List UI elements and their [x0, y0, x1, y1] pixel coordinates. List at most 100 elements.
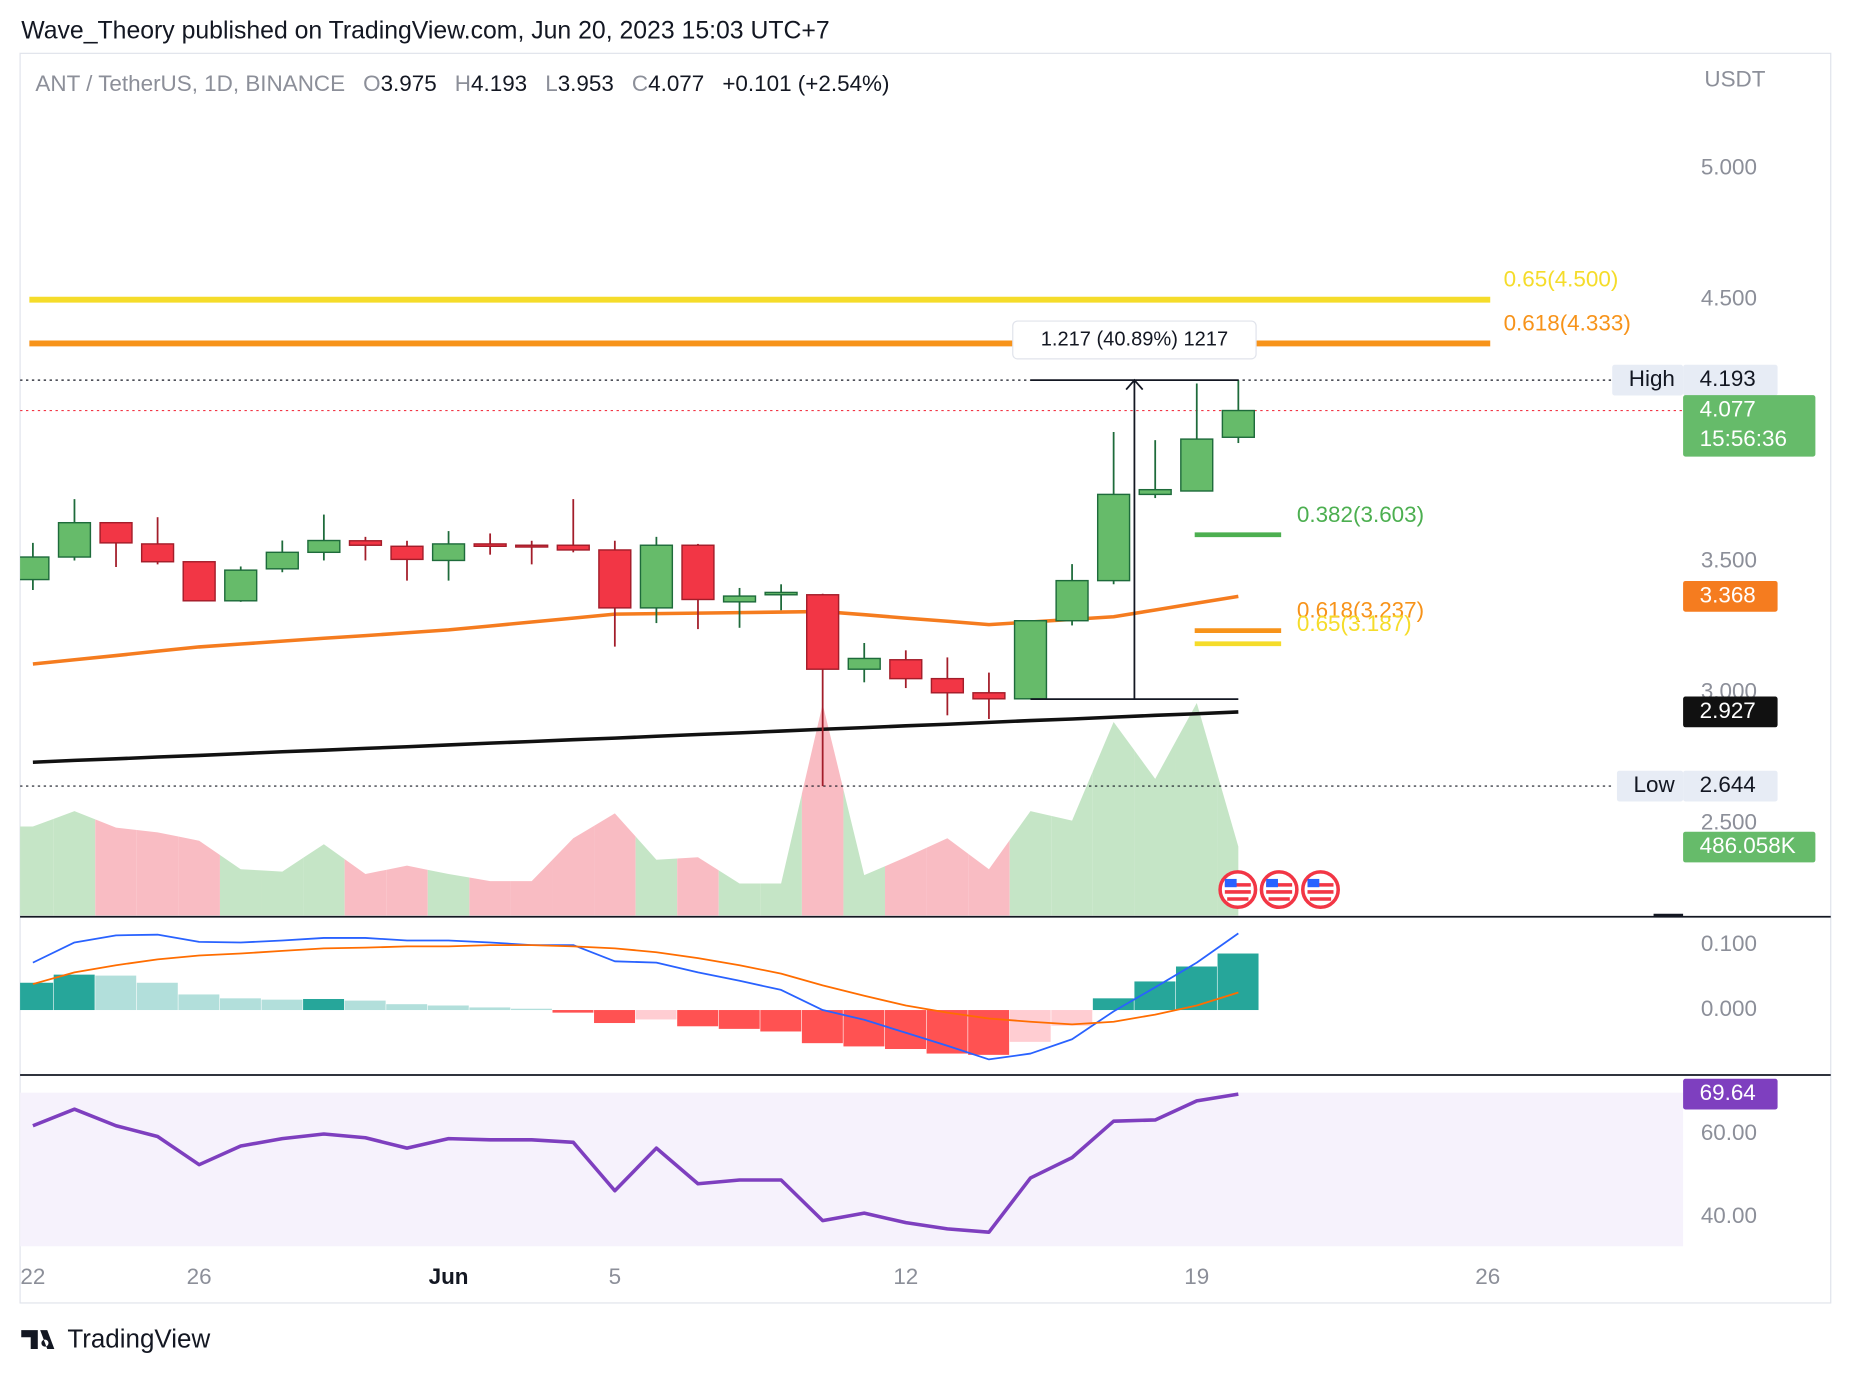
candle-body: [348, 540, 383, 546]
macd-histogram-bar: [594, 1010, 636, 1024]
fib-label: 0.618(4.333): [1504, 310, 1631, 335]
macd-layer: [20, 932, 1259, 1061]
macd-histogram-bar: [801, 1010, 843, 1044]
rsi-band: [20, 1092, 1684, 1247]
low-value-box: [1683, 770, 1778, 802]
macd-histogram-bar: [20, 982, 54, 1011]
volume-area: [1175, 702, 1218, 916]
x-tick-label: 12: [893, 1264, 918, 1289]
y-tick-label: 40.00: [1701, 1203, 1757, 1228]
low-caption: Low: [1633, 772, 1675, 797]
chart-frame: [19, 52, 1832, 1304]
macd-histogram-bar: [1009, 1010, 1051, 1042]
volume-area: [20, 818, 54, 916]
measure-arrowhead: [1125, 378, 1144, 391]
volume-area: [136, 830, 179, 916]
candle-body: [722, 595, 757, 603]
ma-value: 3.368: [1700, 582, 1756, 607]
volume-area: [469, 877, 511, 916]
symbol: ANT / TetherUS, 1D, BINANCE: [35, 71, 345, 96]
rsi-value: 69.64: [1700, 1080, 1756, 1105]
macd-histogram-bar: [1175, 966, 1217, 1011]
ohlc-value: 4.077: [648, 71, 704, 96]
price-layer: 1.217 (40.89%) 1217: [20, 296, 1684, 787]
currency: USDT: [1704, 66, 1765, 91]
volume-area: [344, 859, 387, 916]
rsi-line: [32, 1092, 1239, 1234]
candle-body: [1013, 620, 1048, 700]
volume-area: [552, 825, 595, 916]
measure-label: 1.217 (40.89%) 1217: [1041, 328, 1228, 350]
volume-area: [594, 813, 636, 916]
brand: TradingView: [67, 1324, 210, 1354]
candle-body: [1096, 493, 1131, 582]
volume-area: [1051, 771, 1093, 916]
rsi-value-box: [1683, 1078, 1778, 1110]
candle-body: [390, 545, 424, 561]
macd-histogram-bar: [95, 975, 137, 1011]
volume-area: [843, 789, 886, 916]
ohlc-value: 4.193: [471, 71, 527, 96]
volume-area: [885, 847, 927, 916]
candle-body: [639, 544, 674, 609]
macd-histogram-bar: [677, 1010, 719, 1027]
candle-body: [972, 692, 1006, 700]
ohlc-value: 3.953: [558, 71, 614, 96]
price-labels: High 4.193 Low 2.644 4.077 15:56:36 3.368 2.927…: [1612, 364, 1816, 1110]
low-value: 2.644: [1700, 772, 1756, 797]
volume-area: [1134, 740, 1176, 916]
volume-area: [178, 836, 220, 916]
change: +0.101 (+2.54%): [722, 71, 889, 96]
brand-logo: TradingView: [21, 1324, 210, 1354]
ma-value-box: [1683, 696, 1778, 728]
axis-layer: 0.65(4.500) 0.618(4.333) 0.382(3.603) 0.618…: [20, 155, 1757, 1290]
candle-body: [556, 544, 590, 551]
macd-histogram-bar: [303, 998, 345, 1011]
ohlc-letter: O: [363, 71, 380, 96]
volume-area: [968, 840, 1010, 916]
candle-body: [1221, 409, 1255, 438]
volume-area: [760, 793, 802, 916]
macd-histogram-bar: [635, 1010, 677, 1020]
low-caption-box: [1616, 770, 1684, 802]
candle-body: [806, 594, 840, 670]
x-tick-label: Jun: [429, 1264, 469, 1289]
y-tick-label: 3.500: [1701, 548, 1757, 573]
rsi-layer: [32, 1092, 1239, 1234]
ohlc-letter: L: [545, 71, 557, 96]
countdown: 15:56:36: [1700, 426, 1787, 451]
candle-body: [182, 561, 216, 602]
flag-icon: [1301, 870, 1340, 910]
y-tick-label: 0.100: [1701, 931, 1757, 956]
x-tick-label: 5: [609, 1264, 621, 1289]
y-tick-label: 4.500: [1701, 286, 1757, 311]
volume-area: [510, 859, 553, 916]
volume-value: 486.058K: [1700, 833, 1796, 858]
flag-icon: [1259, 870, 1299, 910]
macd-histogram-bar: [552, 1010, 594, 1013]
candle-body: [99, 521, 133, 544]
macd-histogram-bar: [510, 1008, 552, 1011]
fib-label: 0.65(4.500): [1504, 267, 1619, 292]
ohlc-letter: C: [632, 71, 648, 96]
macd-histogram-bar: [1217, 953, 1259, 1011]
fib-label: 0.618(3.237): [1297, 598, 1424, 623]
candle-body: [515, 544, 549, 548]
volume-area: [386, 865, 428, 916]
x-tick-label: 22: [20, 1264, 45, 1289]
y-tick-label: 2.500: [1701, 810, 1757, 835]
macd-histogram-bar: [968, 1010, 1010, 1055]
macd-histogram-bar: [885, 1010, 926, 1050]
candle-body: [473, 543, 507, 547]
volume-area: [1092, 721, 1135, 916]
ohlc-value: 3.975: [381, 71, 437, 96]
candle-body: [140, 543, 175, 563]
volume-area: [635, 836, 678, 916]
legend: ANT / TetherUS, 1D, BINANCE O3.975 H4.19…: [35, 71, 889, 96]
ma-value: 2.927: [1700, 698, 1756, 723]
high-value-box: [1683, 364, 1778, 396]
high-caption-box: [1612, 364, 1684, 396]
macd-histogram-bar: [219, 998, 261, 1011]
macd-histogram-bar: [344, 1000, 386, 1011]
x-tick-label: 26: [1475, 1264, 1500, 1289]
